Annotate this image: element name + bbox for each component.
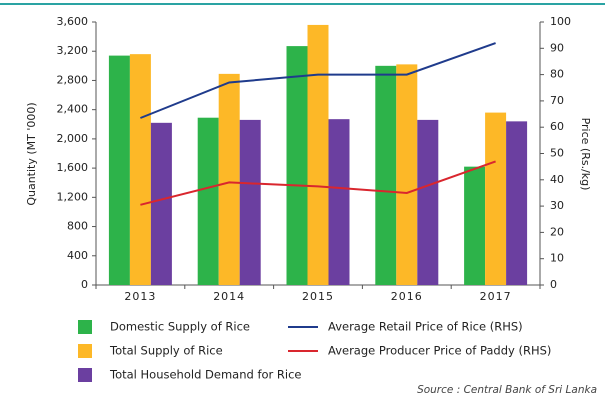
- bar: [108, 55, 130, 285]
- legend-label: Domestic Supply of Rice: [110, 320, 250, 334]
- bar: [129, 54, 151, 286]
- legend-label: Total Supply of Rice: [109, 344, 223, 358]
- bar: [286, 46, 308, 285]
- bar: [197, 117, 219, 285]
- legend-swatch: [78, 344, 92, 358]
- bar: [239, 119, 261, 286]
- y2-tick-label: 60: [550, 120, 564, 133]
- legend-label: Average Retail Price of Rice (RHS): [328, 320, 523, 334]
- y2-tick-label: 80: [550, 68, 564, 81]
- y2-tick-label: 30: [550, 199, 564, 212]
- y2-tick-label: 0: [550, 278, 557, 291]
- y-tick-label: 2,000: [57, 132, 89, 145]
- y-tick-label: 800: [67, 220, 88, 233]
- y-tick-label: 3,200: [57, 44, 89, 57]
- y-tick-label: 1,600: [57, 161, 89, 174]
- legend-swatch: [78, 320, 92, 334]
- x-tick-label: 2017: [480, 290, 512, 303]
- y-tick-label: 400: [67, 249, 88, 262]
- line-series: [140, 160, 496, 206]
- bar: [506, 121, 528, 285]
- bar: [150, 122, 172, 285]
- line-series: [140, 42, 496, 119]
- y-tick-label: 1,200: [57, 190, 89, 203]
- legend-label: Average Producer Price of Paddy (RHS): [328, 344, 551, 358]
- y-tick-label: 3,600: [57, 15, 89, 28]
- legend-swatch: [78, 368, 92, 382]
- y2-tick-label: 20: [550, 225, 564, 238]
- y2-axis-title: Price (Rs./kg): [579, 118, 592, 191]
- source: Source : Central Bank of Sri Lanka: [417, 384, 597, 396]
- bar: [485, 112, 507, 285]
- bar: [417, 119, 439, 286]
- y2-tick-label: 50: [550, 147, 564, 160]
- y2-tick-label: 100: [550, 15, 571, 28]
- y-tick-label: 2,400: [57, 103, 89, 116]
- bar: [396, 64, 418, 285]
- y-tick-label: 2,800: [57, 73, 89, 86]
- x-tick-label: 2015: [302, 290, 334, 303]
- bar: [464, 166, 486, 285]
- bar: [218, 73, 240, 285]
- bar: [328, 119, 350, 286]
- y-tick-label: 0: [81, 278, 88, 291]
- x-tick-label: 2016: [391, 290, 423, 303]
- y2-tick-label: 10: [550, 252, 564, 265]
- legend-label: Total Household Demand for Rice: [109, 368, 302, 382]
- y-axis-title: Quantity (MT '000): [25, 102, 38, 205]
- bar: [375, 65, 397, 285]
- y2-tick-label: 70: [550, 94, 564, 107]
- y2-tick-label: 40: [550, 173, 564, 186]
- x-tick-label: 2013: [124, 290, 156, 303]
- x-tick-label: 2014: [213, 290, 245, 303]
- bar: [307, 24, 329, 286]
- y2-tick-label: 90: [550, 41, 564, 54]
